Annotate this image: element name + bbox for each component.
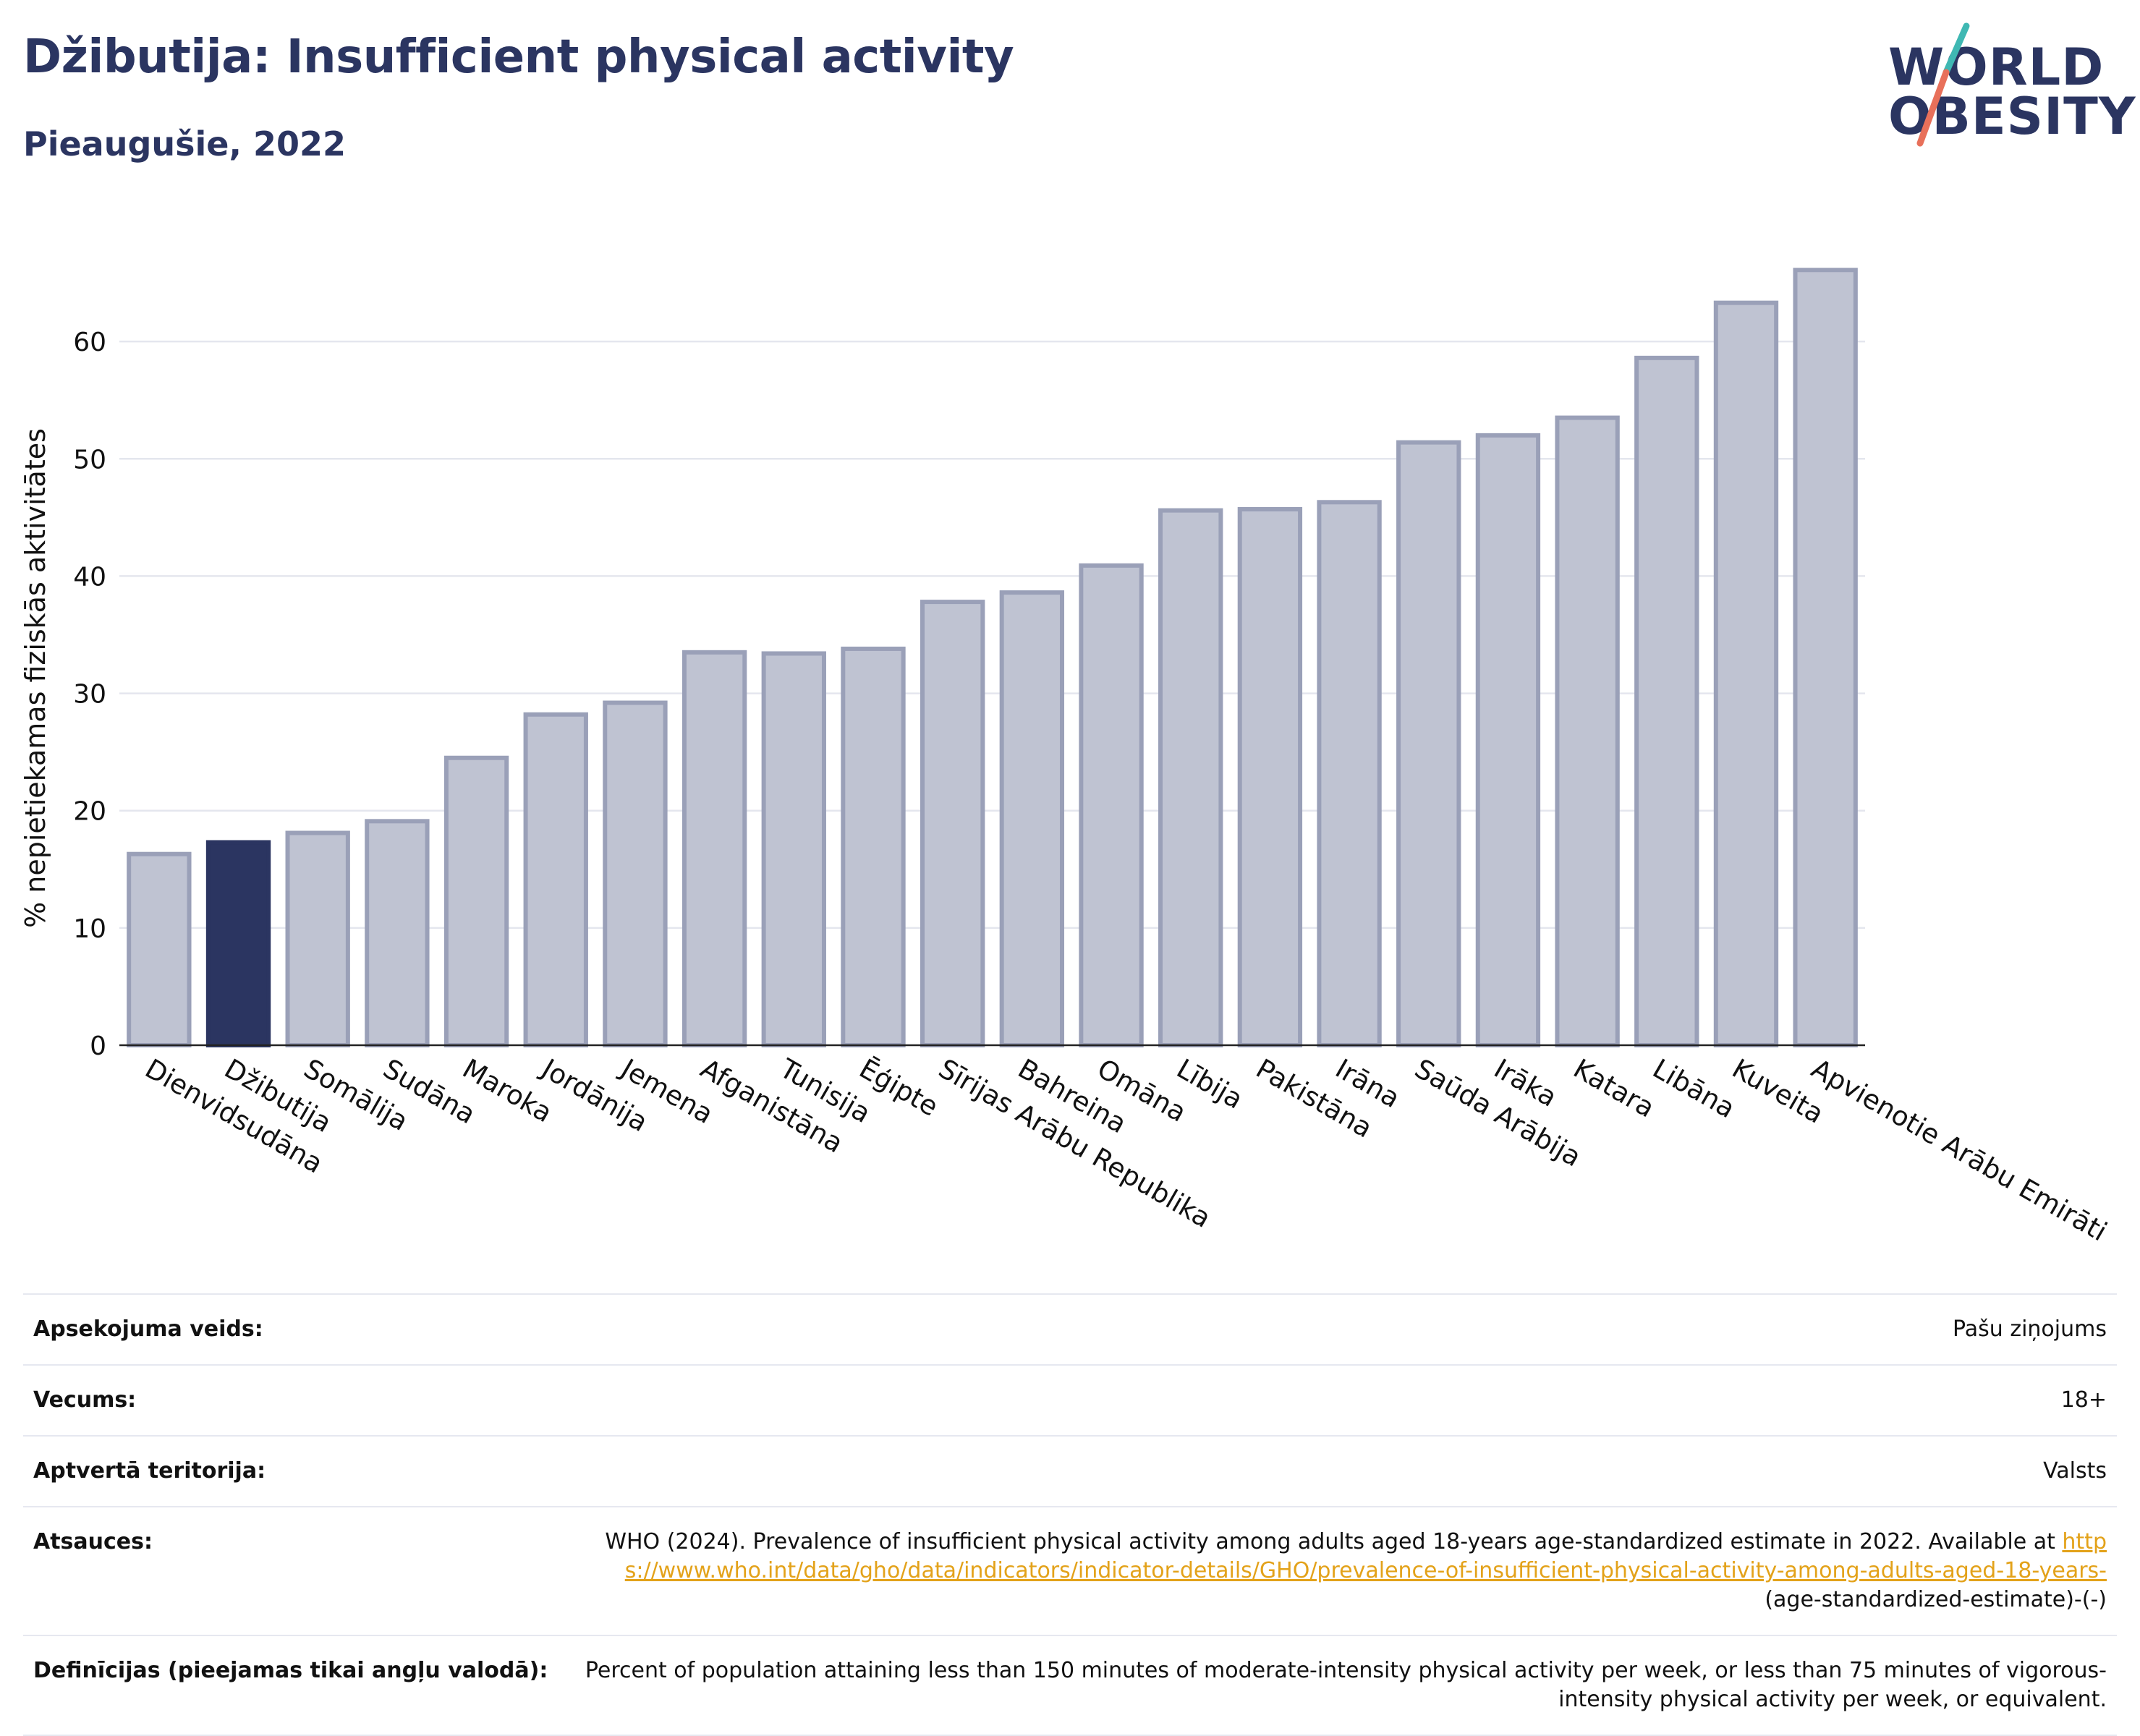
bar <box>285 830 350 1047</box>
y-tick-label: 50 <box>73 445 106 475</box>
bar <box>1475 433 1541 1048</box>
references-text: WHO (2024). Prevalence of insufficient p… <box>605 1529 2055 1554</box>
bar <box>1396 440 1461 1048</box>
bar-chart-svg: 0 10 20 30 40 50 60 DienvidsudānaDžibutijaSomā… <box>20 268 2112 1248</box>
y-tick-label: 20 <box>73 797 106 827</box>
y-axis-label: % nepietiekamas fiziskās aktivitātes <box>20 428 51 928</box>
info-row-survey: Apsekojuma veids: Pašu ziņojums <box>23 1293 2117 1364</box>
y-tick-labels: 0 10 20 30 40 50 60 <box>73 328 106 1061</box>
survey-label: Apsekojuma veids: <box>33 1316 263 1342</box>
references-label: Atsauces: <box>33 1529 153 1554</box>
bar <box>1555 415 1620 1047</box>
bar <box>1237 507 1303 1047</box>
y-tick-label: 10 <box>73 914 106 944</box>
bar <box>443 755 509 1047</box>
info-row-definitions: Definīcijas (pieejamas tikai angļu valod… <box>23 1635 2117 1736</box>
bar <box>523 712 588 1047</box>
chart-title: Džibutija: Insufficient physical activit… <box>23 30 1014 84</box>
info-row-age: Vecums: 18+ <box>23 1364 2117 1435</box>
x-tick-label: Libāna <box>1647 1053 1740 1125</box>
y-tick-label: 40 <box>73 562 106 592</box>
bar <box>1793 268 1858 1047</box>
info-table: Apsekojuma veids: Pašu ziņojums Vecums: … <box>23 1293 2117 1736</box>
coverage-value: Valsts <box>2043 1458 2107 1484</box>
bar <box>1158 508 1223 1047</box>
bar <box>999 590 1065 1047</box>
bar <box>127 851 192 1047</box>
references-value: WHO (2024). Prevalence of insufficient p… <box>573 1528 2107 1614</box>
x-tick-label: Katara <box>1568 1053 1660 1124</box>
references-link[interactable]: https://www.who.int/data/gho/data/indica… <box>624 1529 2107 1583</box>
logo-slash-icon <box>1916 22 1970 147</box>
bar <box>920 600 985 1047</box>
world-obesity-logo: WORLD OBESITY <box>1888 20 2136 165</box>
y-tick-label: 30 <box>73 680 106 710</box>
info-row-references: Atsauces: WHO (2024). Prevalence of insu… <box>23 1506 2117 1635</box>
age-label: Vecums: <box>33 1387 137 1413</box>
x-tick-labels: DienvidsudānaDžibutijaSomālijaSudānaMaro… <box>140 1052 2112 1248</box>
y-tick-label: 60 <box>73 328 106 357</box>
bar <box>1317 500 1382 1047</box>
bar <box>365 819 430 1047</box>
info-row-coverage: Aptvertā teritorija: Valsts <box>23 1435 2117 1506</box>
coverage-label: Aptvertā teritorija: <box>33 1458 266 1484</box>
bar <box>682 650 747 1047</box>
definitions-value: Percent of population attaining less tha… <box>585 1658 2107 1712</box>
bars <box>127 268 1858 1048</box>
bar <box>1079 563 1144 1047</box>
bar <box>841 646 906 1047</box>
chart-subtitle: Pieaugušie, 2022 <box>23 124 347 163</box>
age-value: 18+ <box>2060 1387 2107 1413</box>
survey-value: Pašu ziņojums <box>1953 1316 2107 1342</box>
bar <box>1713 300 1779 1047</box>
references-tail: (age-standardized-estimate)-(-) <box>1765 1587 2107 1612</box>
logo-line-1: WORLD <box>1888 38 2105 97</box>
bar-chart: 0 10 20 30 40 50 60 Dienvidsudāna Džibutija Somā… <box>0 181 2140 1266</box>
definitions-label: Definīcijas (pieejamas tikai angļu valod… <box>33 1658 548 1683</box>
bar <box>205 840 271 1047</box>
bar <box>1634 355 1699 1048</box>
bar <box>761 651 826 1047</box>
bar <box>603 700 668 1047</box>
y-tick-label: 0 <box>90 1031 106 1061</box>
x-tick-label: Kuveita <box>1727 1053 1829 1130</box>
x-tick-label: Apvienotie Arābu Emirāti <box>1806 1053 2113 1248</box>
